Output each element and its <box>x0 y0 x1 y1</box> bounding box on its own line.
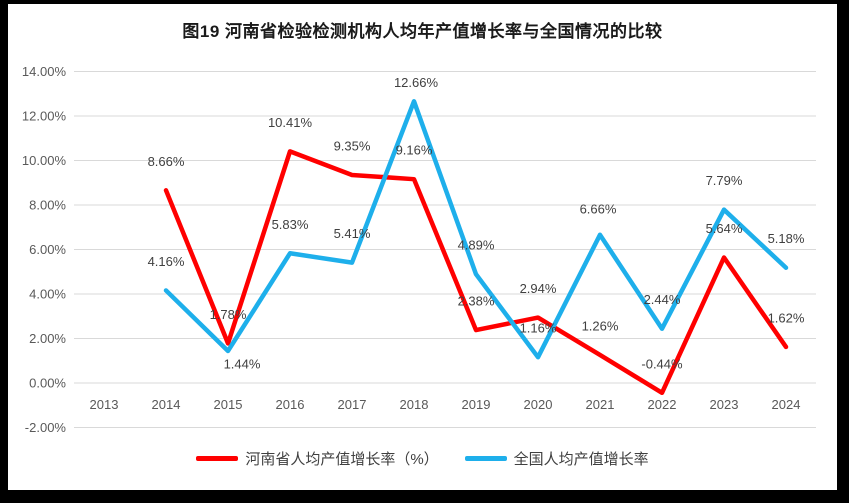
y-axis-labels: 14.00% 12.00% 10.00% 8.00% 6.00% 4.00% 2.00% 0.… <box>22 64 67 435</box>
svg-text:4.16%: 4.16% <box>148 254 185 269</box>
svg-text:6.00%: 6.00% <box>29 242 66 257</box>
svg-text:4.89%: 4.89% <box>458 238 495 253</box>
svg-text:9.16%: 9.16% <box>396 143 433 158</box>
svg-text:2024: 2024 <box>772 397 801 412</box>
svg-text:2023: 2023 <box>710 397 739 412</box>
legend-label-national: 全国人均产值增长率 <box>513 451 649 468</box>
svg-text:8.00%: 8.00% <box>29 198 66 213</box>
svg-text:10.00%: 10.00% <box>22 153 67 168</box>
svg-text:0.00%: 0.00% <box>29 376 66 391</box>
svg-text:5.83%: 5.83% <box>272 217 309 232</box>
svg-text:9.35%: 9.35% <box>334 138 371 153</box>
data-labels: 8.66% 1.78% 10.41% 9.35% 9.16% 2.38% 2.94% 1.26… <box>148 75 805 372</box>
svg-text:2020: 2020 <box>524 397 553 412</box>
svg-text:-2.00%: -2.00% <box>25 420 67 435</box>
svg-text:2018: 2018 <box>400 397 429 412</box>
svg-text:8.66%: 8.66% <box>148 154 185 169</box>
legend-item-henan: 河南省人均产值增长率（%） <box>196 448 439 469</box>
chart-title: 图19 河南省检验检测机构人均年产值增长率与全国情况的比较 <box>182 22 663 41</box>
svg-text:12.00%: 12.00% <box>22 109 67 124</box>
svg-text:1.62%: 1.62% <box>768 310 805 325</box>
national-series-line <box>163 99 789 360</box>
legend-swatch-henan <box>196 456 239 461</box>
svg-text:2014: 2014 <box>152 397 181 412</box>
svg-text:5.18%: 5.18% <box>768 231 805 246</box>
legend-label-henan: 河南省人均产值增长率（%） <box>245 451 439 468</box>
svg-text:4.00%: 4.00% <box>29 287 66 302</box>
svg-text:2019: 2019 <box>462 397 491 412</box>
svg-text:2013: 2013 <box>90 397 119 412</box>
x-axis-labels: 2013 2014 2015 2016 2017 2018 2019 2020 2021 2022… <box>90 397 801 412</box>
svg-text:2.38%: 2.38% <box>458 294 495 309</box>
svg-text:1.78%: 1.78% <box>210 307 247 322</box>
svg-text:2.94%: 2.94% <box>520 281 557 296</box>
svg-text:-0.44%: -0.44% <box>641 356 683 371</box>
svg-text:2016: 2016 <box>276 397 305 412</box>
line-chart: 14.00% 12.00% 10.00% 8.00% 6.00% 4.00% 2.00% 0.… <box>22 64 816 435</box>
henan-series-line <box>163 149 789 396</box>
svg-text:2022: 2022 <box>648 397 677 412</box>
svg-text:5.41%: 5.41% <box>334 226 371 241</box>
legend-swatch-national <box>464 456 507 461</box>
svg-text:12.66%: 12.66% <box>394 75 439 90</box>
legend: 河南省人均产值增长率（%） 全国人均产值增长率 <box>8 448 837 469</box>
legend-item-national: 全国人均产值增长率 <box>464 448 649 469</box>
svg-text:5.64%: 5.64% <box>706 221 743 236</box>
svg-text:10.41%: 10.41% <box>268 115 313 130</box>
chart-frame: 14.00% 12.00% 10.00% 8.00% 6.00% 4.00% 2.00% 0.… <box>8 4 837 490</box>
svg-text:2015: 2015 <box>214 397 243 412</box>
svg-text:6.66%: 6.66% <box>580 201 617 216</box>
svg-text:2.44%: 2.44% <box>644 292 681 307</box>
svg-text:14.00%: 14.00% <box>22 64 67 79</box>
svg-text:2021: 2021 <box>586 397 615 412</box>
svg-text:7.79%: 7.79% <box>706 173 743 188</box>
svg-text:1.16%: 1.16% <box>520 321 557 336</box>
svg-text:1.26%: 1.26% <box>582 318 619 333</box>
svg-text:2017: 2017 <box>338 397 367 412</box>
svg-text:1.44%: 1.44% <box>224 356 261 371</box>
svg-text:2.00%: 2.00% <box>29 331 66 346</box>
